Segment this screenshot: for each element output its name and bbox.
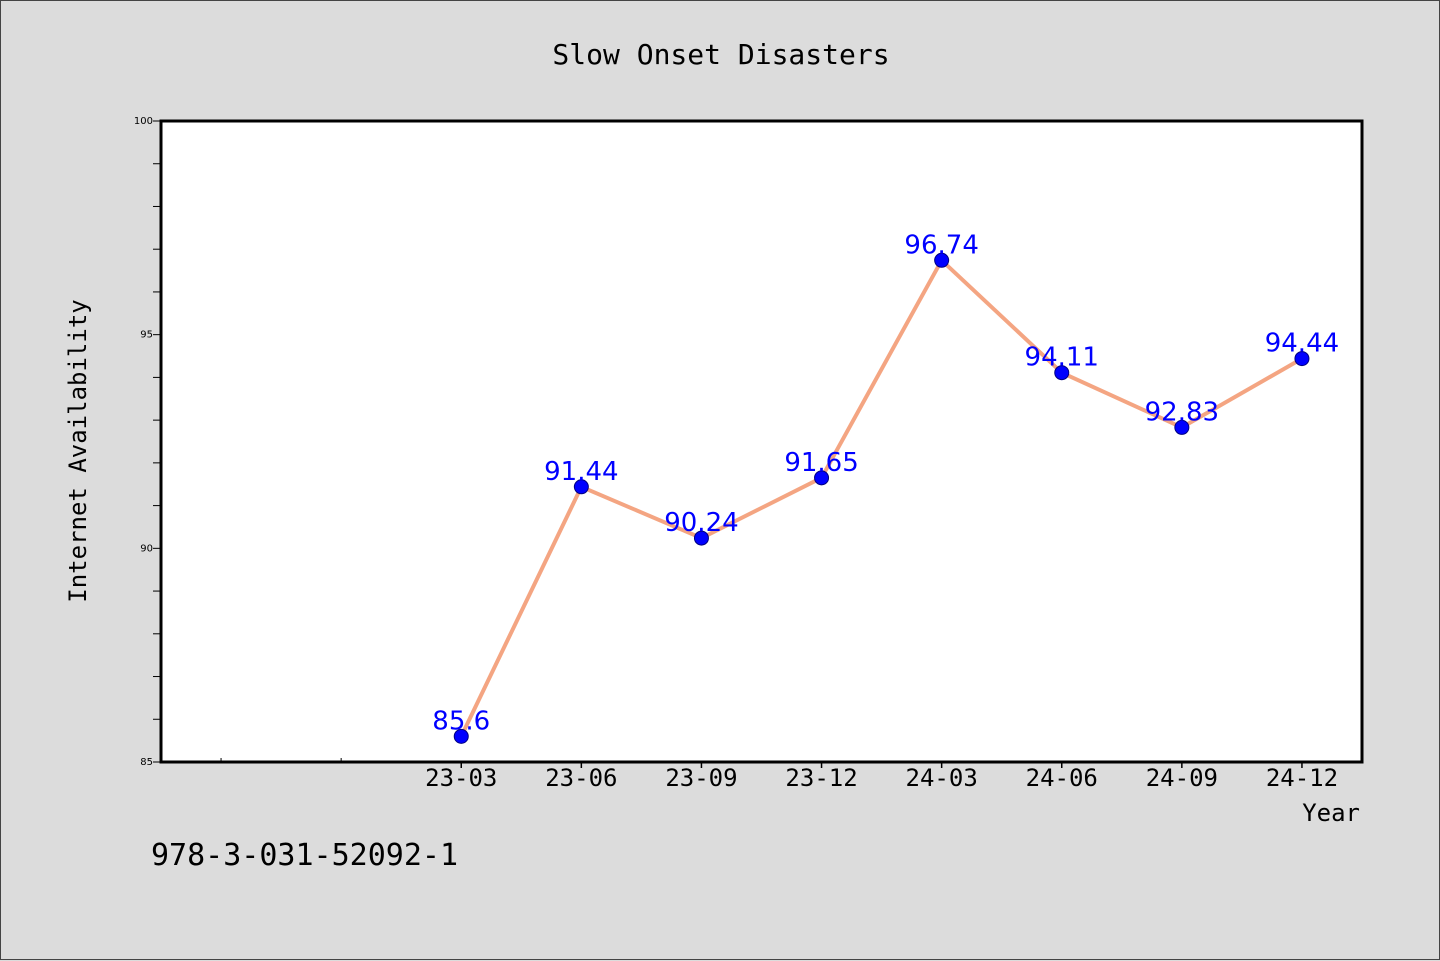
series-line — [459, 258, 1303, 738]
data-point — [814, 470, 830, 486]
data-label: 94.44 — [1265, 329, 1339, 359]
data-label: 96.74 — [904, 230, 978, 260]
x-tick-label: 23-12 — [785, 764, 857, 792]
data-label: 91.65 — [784, 448, 858, 478]
data-label: 90.24 — [664, 508, 738, 538]
data-point — [934, 252, 950, 268]
data-point — [573, 479, 589, 495]
x-axis-label: Year — [1302, 799, 1360, 827]
y-tick-label: 95 — [140, 330, 153, 341]
y-tick-label: 85 — [140, 757, 153, 768]
data-point — [693, 530, 709, 546]
plot-area — [159, 119, 1364, 764]
x-tick-label: 24-03 — [906, 764, 978, 792]
data-point — [1054, 365, 1070, 381]
data-point — [1174, 419, 1190, 435]
x-tick-label: 23-09 — [665, 764, 737, 792]
x-tick-label: 24-12 — [1266, 764, 1338, 792]
data-point — [453, 728, 469, 744]
x-tick-label: 24-06 — [1026, 764, 1098, 792]
y-axis-label: Internet Availability — [64, 299, 92, 602]
x-tick-label: 23-06 — [545, 764, 617, 792]
x-tick-label: 24-09 — [1146, 764, 1218, 792]
series-layer — [453, 252, 1310, 744]
x-tick-label: 23-03 — [425, 764, 497, 792]
data-label: 91.44 — [544, 457, 618, 487]
data-label: 94.11 — [1025, 343, 1099, 373]
y-tick-label: 100 — [134, 116, 153, 127]
data-label: 85.6 — [432, 706, 490, 736]
data-label: 92.83 — [1145, 397, 1219, 427]
chart-title: Slow Onset Disasters — [552, 38, 889, 71]
data-labels: 85.6 91.44 90.24 91.65 96.74 94.11 92.83 94.44 — [432, 230, 1339, 736]
y-tick-label: 90 — [140, 543, 153, 554]
footer-text: 978-3-031-52092-1 — [151, 838, 458, 873]
y-axis-ticks: 85 90 95 100 — [134, 116, 161, 768]
x-axis-ticks: 23-03 23-06 23-09 23-12 24-03 24-06 24-09 24-12 — [220, 758, 1338, 792]
data-point — [1294, 351, 1310, 367]
